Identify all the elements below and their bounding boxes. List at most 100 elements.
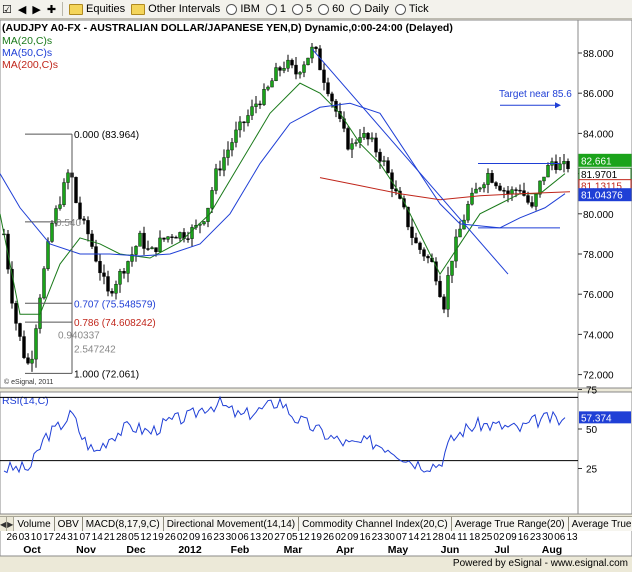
candle xyxy=(142,232,146,249)
candle xyxy=(422,249,426,257)
time-day-label: 06 xyxy=(554,532,566,543)
tab-average-true-range-2[interactable]: Average True F xyxy=(568,517,632,531)
interval-tick-button[interactable]: Tick xyxy=(394,3,429,15)
time-day-label: 12 xyxy=(140,532,152,543)
candle xyxy=(546,165,550,178)
time-day-label: 02 xyxy=(493,532,505,543)
candle xyxy=(562,161,566,165)
candle xyxy=(74,177,78,204)
interval-daily-button[interactable]: Daily xyxy=(350,3,389,15)
equities-menu[interactable]: Equities xyxy=(69,3,125,15)
price-panel xyxy=(0,19,579,389)
time-month-label: 2012 xyxy=(178,544,202,556)
right-arrow-icon[interactable]: ▶ xyxy=(32,3,41,16)
chart-title: (AUDJPY A0-FX - AUSTRALIAN DOLLAR/JAPANE… xyxy=(2,22,453,34)
candle xyxy=(86,220,90,235)
time-day-label: 28 xyxy=(433,532,445,543)
time-day-label: 05 xyxy=(128,532,140,543)
candle xyxy=(158,237,162,253)
clock-icon xyxy=(350,3,362,15)
candle xyxy=(126,261,130,274)
time-month-label: Jun xyxy=(441,544,460,556)
time-day-label: 26 xyxy=(6,532,18,543)
candle xyxy=(458,228,462,238)
candle xyxy=(406,206,410,228)
candle xyxy=(250,106,254,116)
fib-ratio-label: 0.940337 xyxy=(58,330,100,341)
candle xyxy=(242,121,246,124)
time-month-label: Dec xyxy=(126,544,145,556)
candle xyxy=(434,261,438,282)
candle xyxy=(294,64,298,75)
indicator-tab-bar: ◀ ▶ Volume OBV MACD(8,17,9,C) Directiona… xyxy=(0,516,632,531)
candle xyxy=(190,227,194,239)
tab-volume[interactable]: Volume xyxy=(14,517,55,531)
price-flag-label-3: 81.04376 xyxy=(581,191,623,202)
ma50-line xyxy=(0,102,566,257)
candle xyxy=(230,142,234,151)
time-day-label: 07 xyxy=(79,532,91,543)
candle xyxy=(66,172,70,183)
time-month-label: Feb xyxy=(231,544,250,556)
checkbox-icon[interactable]: ☑ xyxy=(2,3,12,16)
candle xyxy=(234,129,238,143)
time-day-label: 23 xyxy=(530,532,542,543)
tab-scroll-left-icon[interactable]: ◀ xyxy=(0,517,8,531)
left-arrow-icon[interactable]: ◀ xyxy=(17,3,27,16)
time-month-label: Aug xyxy=(542,544,562,556)
time-day-label: 21 xyxy=(104,532,116,543)
interval-1-button[interactable]: 1 xyxy=(265,3,286,15)
candle xyxy=(78,202,82,220)
candle xyxy=(222,157,226,171)
candle xyxy=(486,173,490,185)
candle xyxy=(386,160,390,173)
price-tick-label: 86.000 xyxy=(583,89,614,100)
crosshair-icon[interactable]: ✚ xyxy=(46,3,57,16)
candle xyxy=(258,103,262,106)
tab-obv[interactable]: OBV xyxy=(54,517,83,531)
candle xyxy=(286,59,290,69)
candle xyxy=(34,328,38,360)
fib-label-0: 0.000 (83.964) xyxy=(74,130,139,141)
interval-5-button[interactable]: 5 xyxy=(292,3,312,15)
candle xyxy=(58,204,62,209)
folder-icon xyxy=(131,3,146,15)
legend-ma-2: MA(200,C)s xyxy=(2,59,58,71)
candle xyxy=(166,236,170,240)
status-footer: Powered by eSignal - www.esignal.com xyxy=(0,556,632,572)
fib-label-4: 1.000 (72.061) xyxy=(74,369,139,380)
interval-60-button[interactable]: 60 xyxy=(318,3,344,15)
time-month-label: Apr xyxy=(336,544,354,556)
price-flag-label-1: 81.9701 xyxy=(581,170,618,181)
time-day-label: 18 xyxy=(469,532,481,543)
ibm-button[interactable]: IBM xyxy=(226,3,260,15)
price-tick-label: 80.000 xyxy=(583,210,614,221)
ma20-line xyxy=(0,82,566,315)
candle xyxy=(210,190,214,209)
candle xyxy=(46,241,50,269)
tab-macd[interactable]: MACD(8,17,9,C) xyxy=(82,517,164,531)
tab-commodity-channel-index[interactable]: Commodity Channel Index(20,C) xyxy=(299,517,452,531)
price-tick-label: 74.000 xyxy=(583,330,614,341)
time-month-label: Jul xyxy=(494,544,509,556)
candle xyxy=(238,121,242,131)
candle xyxy=(326,82,330,95)
price-tick-label: 72.000 xyxy=(583,371,614,382)
candle xyxy=(214,168,218,191)
tab-directional-movement[interactable]: Directional Movement(14,14) xyxy=(163,517,300,531)
candle xyxy=(178,232,182,239)
legend-ma-0: MA(20,C)s xyxy=(2,35,52,47)
candle xyxy=(10,268,14,304)
rsi-tick-label: 25 xyxy=(586,465,598,476)
tab-scroll-right-icon[interactable]: ▶ xyxy=(7,517,15,531)
price-tick-label: 84.000 xyxy=(583,129,614,140)
time-day-label: 05 xyxy=(286,532,298,543)
tab-average-true-range[interactable]: Average True Range(20) xyxy=(451,517,569,531)
time-day-label: 26 xyxy=(323,532,335,543)
separator xyxy=(62,2,64,16)
time-month-label: Oct xyxy=(23,544,41,556)
rsi-axis-panel xyxy=(577,391,632,515)
other-intervals-menu[interactable]: Other Intervals xyxy=(131,3,220,15)
candle xyxy=(246,115,250,124)
rsi-title: RSI(14,C) xyxy=(2,395,49,407)
